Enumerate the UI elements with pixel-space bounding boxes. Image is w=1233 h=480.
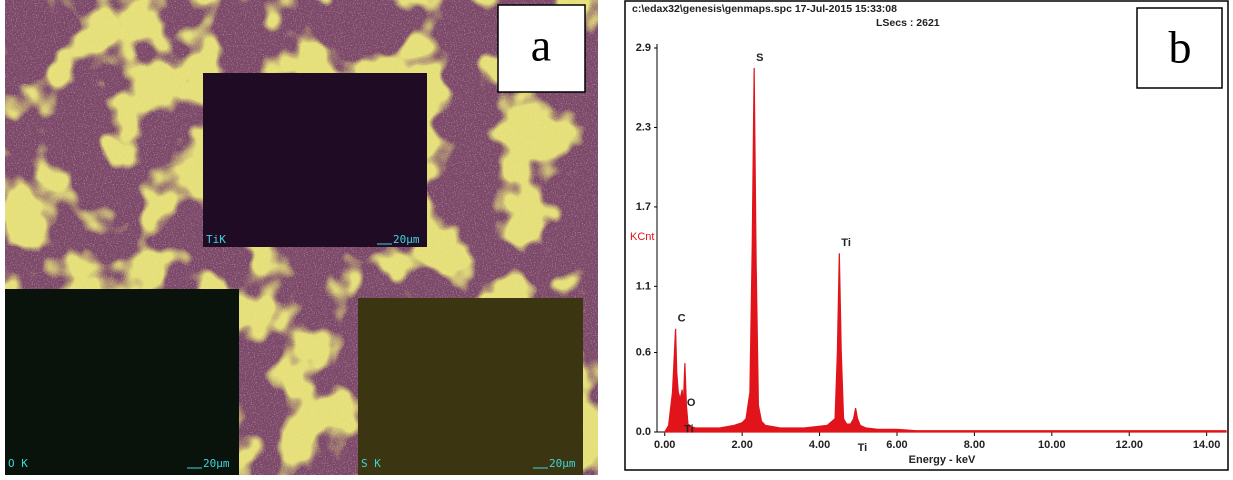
y-tick-label: 2.9 (636, 42, 651, 54)
x-axis-label: Energy - keV (909, 454, 976, 466)
chart-title: c:\edax32\genesis\genmaps.spc 17-Jul-201… (632, 3, 897, 15)
panel-label: b (1169, 22, 1192, 73)
spectrum-area (663, 67, 1227, 433)
map-element-label: O K (8, 457, 28, 470)
panel-b: c:\edax32\genesis\genmaps.spc 17-Jul-201… (624, 0, 1229, 471)
x-tick-label: 6.00 (886, 439, 907, 451)
y-tick-label: 1.1 (636, 280, 651, 292)
x-tick-label: 8.00 (964, 439, 985, 451)
panel-label-box (497, 4, 586, 93)
peak-label: S (756, 52, 763, 64)
map-element-label: S K (361, 457, 381, 470)
peak-label: O (687, 397, 696, 409)
y-tick-label: 1.7 (636, 201, 651, 213)
x-tick-label: 12.00 (1115, 439, 1143, 451)
peak-label: Ti (858, 442, 868, 454)
panel-a: TiK 20µm O K 20µm S K 20µm a (5, 0, 598, 475)
map-scale-label: 20µm (549, 457, 576, 470)
panel-frame (624, 0, 1229, 471)
x-tick-label: 10.00 (1038, 439, 1066, 451)
map-tik (203, 73, 427, 247)
map-element-label: TiK (206, 233, 226, 246)
peak-label: C (678, 313, 686, 325)
peak-label: Ti (841, 237, 851, 249)
chart-subtitle: LSecs : 2621 (876, 17, 940, 29)
panel-label-box (1136, 7, 1223, 89)
map-ok (5, 289, 239, 475)
panel-label: a (531, 20, 551, 71)
map-scale-label: 20µm (393, 233, 420, 246)
y-tick-label: 0.0 (636, 426, 651, 438)
y-tick-label: 0.6 (636, 346, 651, 358)
x-tick-label: 0.00 (654, 439, 675, 451)
x-tick-label: 4.00 (809, 439, 830, 451)
peak-label: Ti (684, 424, 694, 436)
map-sk (358, 298, 583, 475)
x-tick-label: 2.00 (731, 439, 752, 451)
map-scale-label: 20µm (203, 457, 230, 470)
y-axis-label: KCnt (630, 231, 654, 243)
y-tick-label: 2.3 (636, 121, 651, 133)
x-tick-label: 14.00 (1193, 439, 1221, 451)
